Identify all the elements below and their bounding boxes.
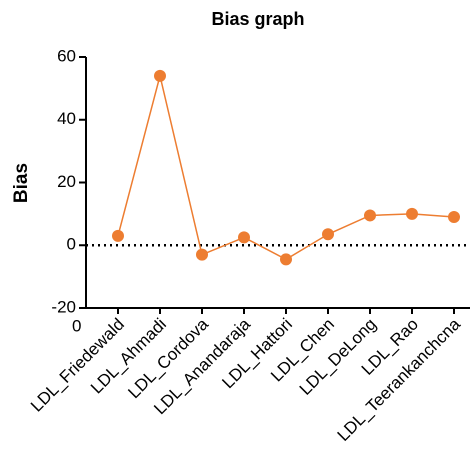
y-axis-label: Bias (11, 163, 32, 203)
y-tick-label: -20 (51, 297, 76, 316)
line (117, 75, 455, 261)
point (238, 231, 250, 244)
point (406, 207, 418, 220)
y-tick-label: 60 (57, 46, 76, 65)
point (196, 248, 208, 261)
y-tick-label: 0 (67, 235, 76, 254)
point (112, 229, 124, 242)
x-tick-label: 0 (72, 316, 81, 335)
point (364, 209, 376, 222)
chart-title: Bias graph (211, 9, 304, 29)
y-tick-label: 20 (57, 172, 76, 191)
point (448, 211, 460, 224)
y-tick-label: 40 (57, 109, 76, 128)
point (154, 69, 166, 82)
point (322, 228, 334, 241)
point (280, 253, 292, 266)
